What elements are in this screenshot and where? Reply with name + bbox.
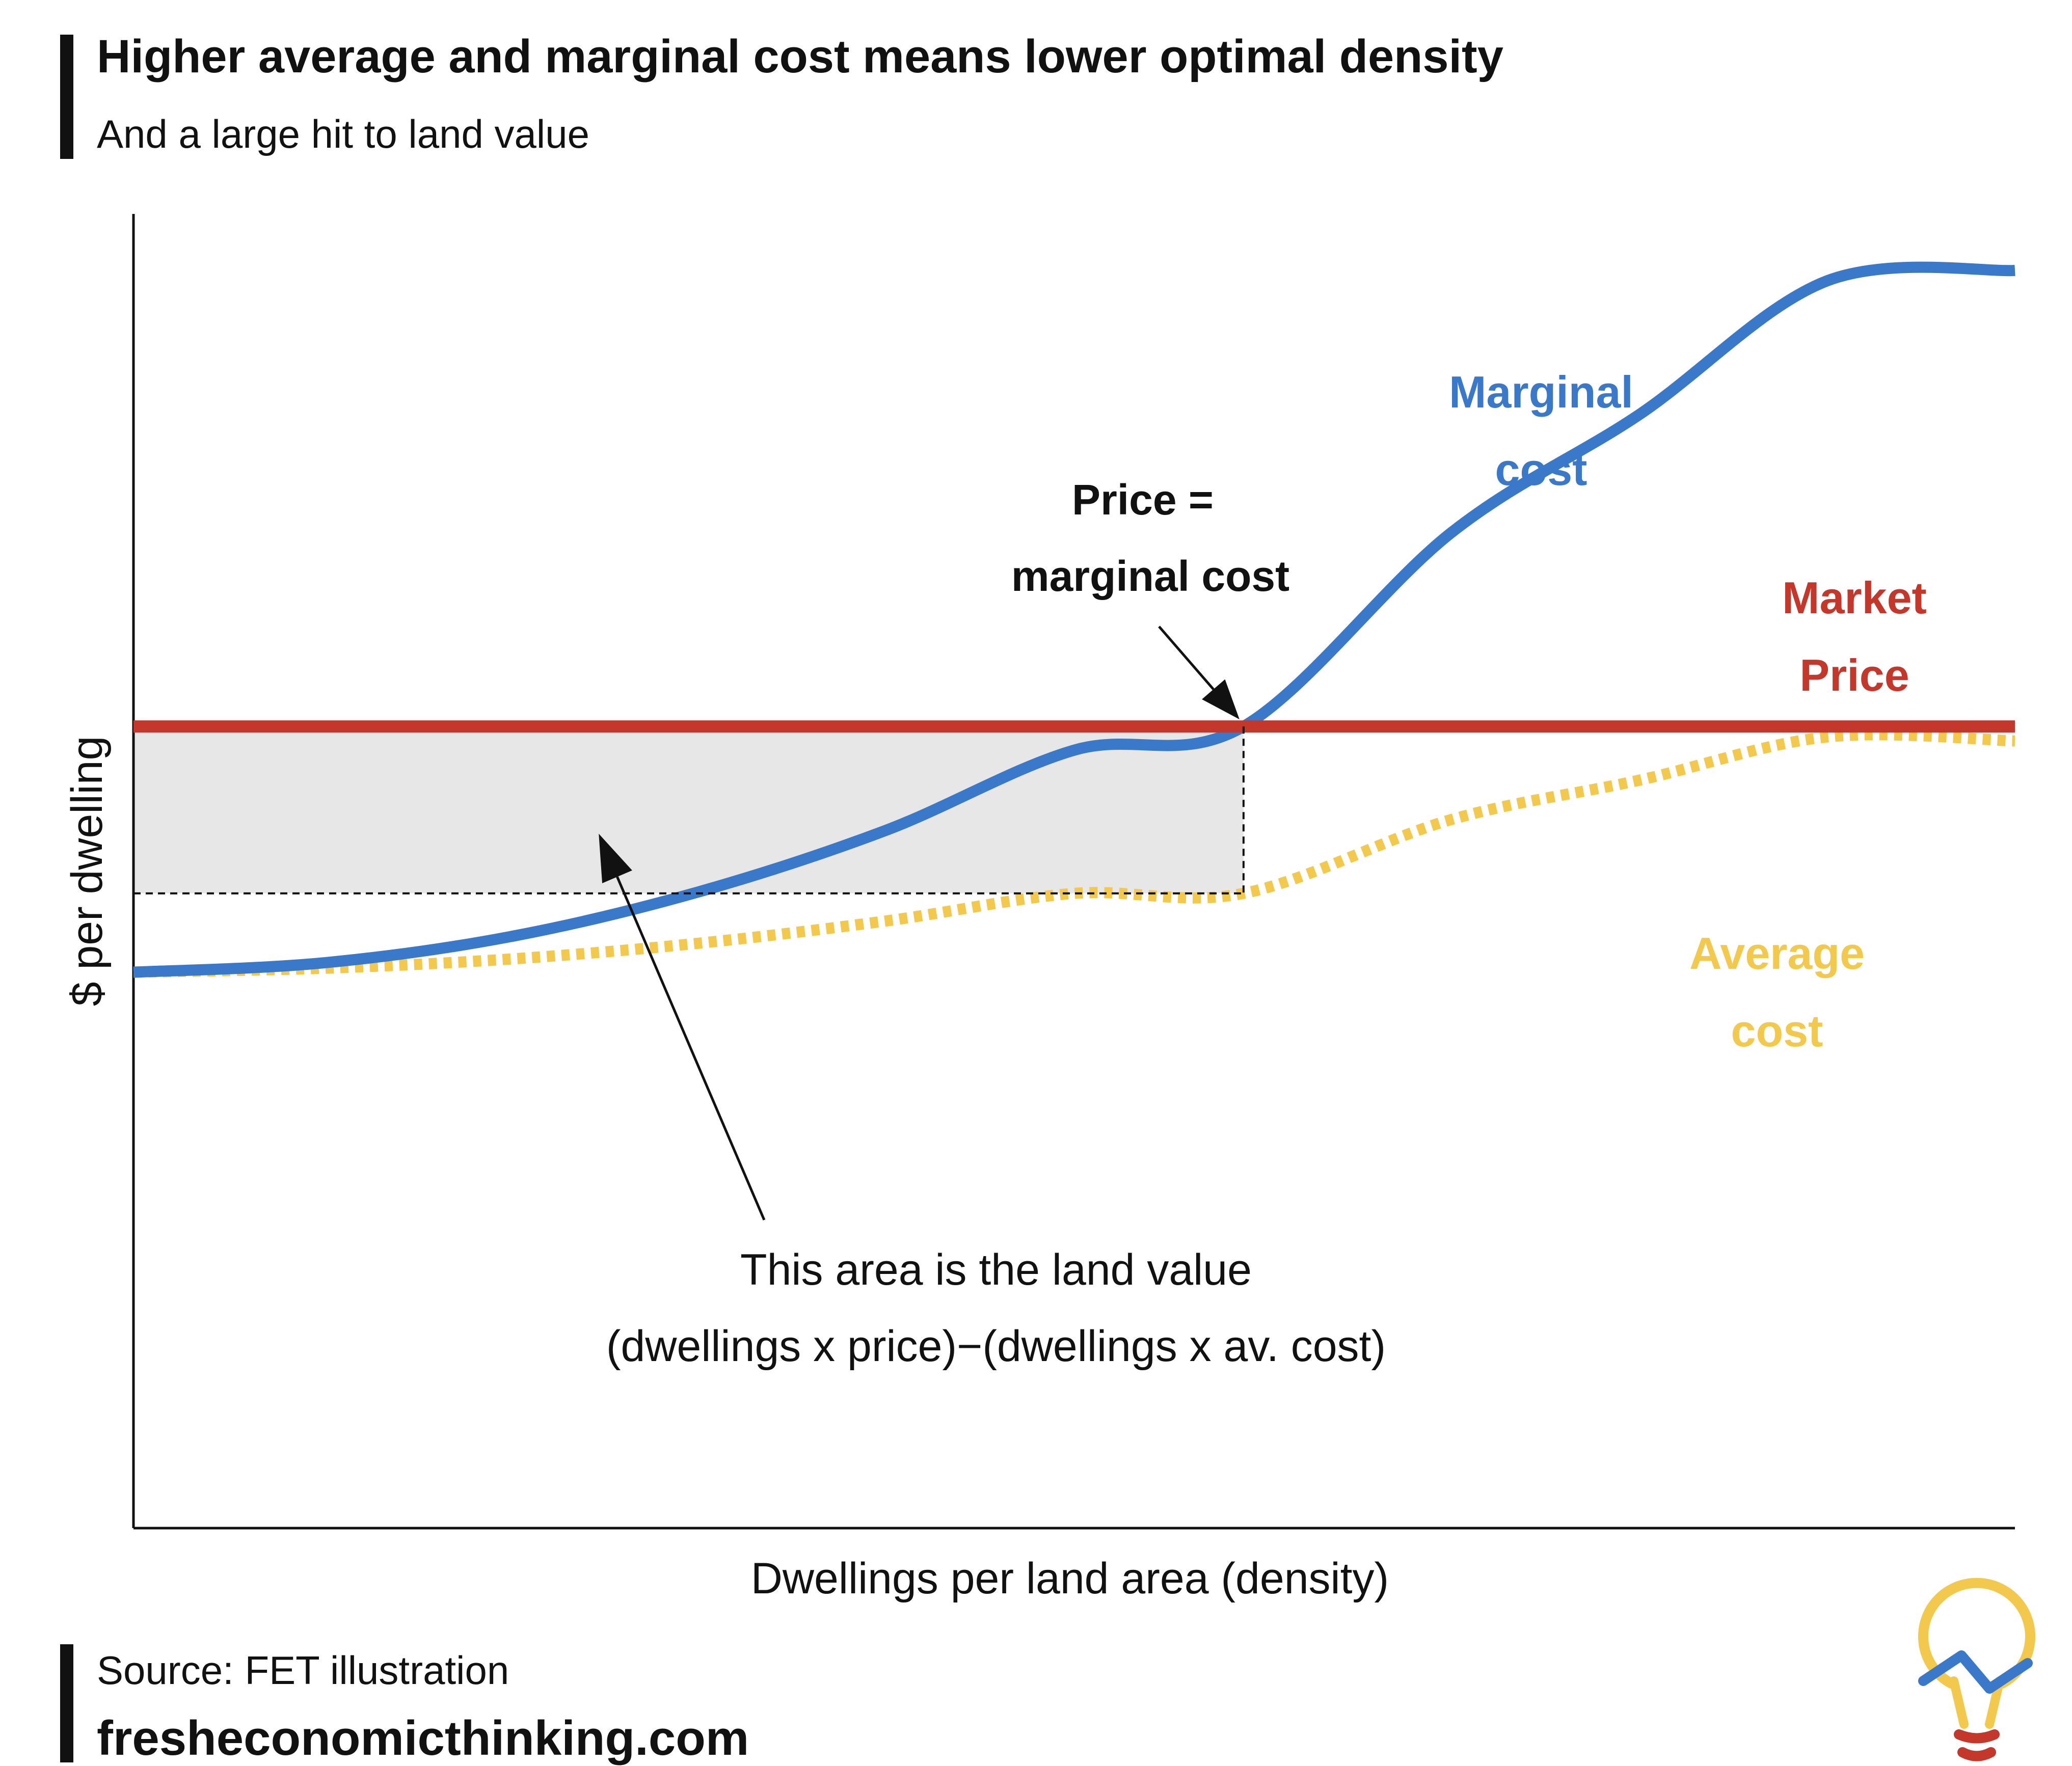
annotation-land-value-arrowhead <box>599 833 632 883</box>
footer-accent-bar <box>60 1644 73 1762</box>
chart-title: Higher average and marginal cost means l… <box>97 31 1503 83</box>
annotation-price-mc-arrowhead <box>1202 679 1240 720</box>
annotation-price-mc-arrow <box>1158 626 1215 690</box>
annotation-price-mc-line2: marginal cost <box>1011 552 1289 600</box>
footer-source: Source: FET illustration <box>97 1648 509 1693</box>
lightbulb-chart-logo-icon <box>1918 1578 2035 1761</box>
marginal-cost-label-line2: cost <box>1495 444 1587 495</box>
annotation-land-value-line2: (dwellings x price)−(dwellings x av. cos… <box>606 1322 1386 1371</box>
chart-subtitle: And a large hit to land value <box>97 112 589 156</box>
average-cost-line <box>133 729 2015 978</box>
x-axis-label: Dwellings per land area (density) <box>751 1554 1389 1603</box>
market-price-label-line1: Market <box>1782 573 1927 623</box>
y-axis-label: $ per dwelling <box>63 736 112 1007</box>
footer-website: fresheconomicthinking.com <box>97 1711 749 1765</box>
title-accent-bar <box>60 35 73 159</box>
annotation-land-value-line1: This area is the land value <box>740 1245 1252 1294</box>
marginal-cost-line <box>133 261 2015 978</box>
average-cost-label-line2: cost <box>1731 1006 1823 1056</box>
market-price-label-line2: Price <box>1799 650 1909 700</box>
annotation-price-mc-line1: Price = <box>1072 476 1214 524</box>
average-cost-label-line1: Average <box>1689 928 1865 979</box>
annotation-land-value-arrow <box>616 876 766 1220</box>
marginal-cost-label-line1: Marginal <box>1449 367 1633 417</box>
